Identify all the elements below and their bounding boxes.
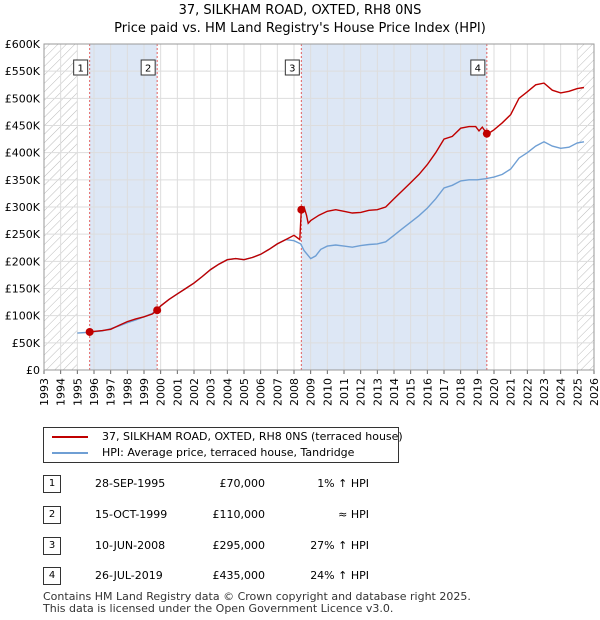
transaction-date: 15-OCT-1999 <box>95 508 168 521</box>
sale-marker-box <box>140 59 156 76</box>
x-tick-label: 2015 <box>405 378 418 406</box>
sale-point <box>85 327 94 336</box>
x-tick-label: 2012 <box>355 378 368 406</box>
y-tick-label: £250K <box>5 228 41 241</box>
sale-marker-label: 3 <box>289 64 295 75</box>
sale-marker-label: 2 <box>145 64 151 75</box>
legend-swatch-hpi <box>52 452 88 454</box>
transaction-date: 26-JUL-2019 <box>95 569 163 582</box>
x-tick-label: 2019 <box>471 378 484 406</box>
transaction-price: £435,000 <box>212 569 266 582</box>
x-tick-label: 2002 <box>188 378 201 406</box>
transaction-hpi: 27% ↑ HPI <box>310 539 369 552</box>
transaction-number: 4 <box>43 567 61 585</box>
x-tick-label: 1994 <box>55 378 68 406</box>
transaction-hpi: 24% ↑ HPI <box>310 569 369 582</box>
sale-marker-label: 1 <box>77 64 83 75</box>
x-tick-label: 2023 <box>538 378 551 406</box>
y-tick-label: £600K <box>5 38 41 51</box>
transaction-date: 10-JUN-2008 <box>95 539 166 552</box>
transaction-row: 1 28-SEP-1995 £70,000 1% ↑ HPI <box>43 474 443 494</box>
x-tick-label: 2025 <box>571 378 584 406</box>
chart-title: 37, SILKHAM ROAD, OXTED, RH8 0NS <box>178 3 422 18</box>
price-chart: 1 2 3 4 £0 £50K £100K £150K £200K £250K £300K £350… <box>5 38 600 406</box>
x-tick-label: 2011 <box>338 378 351 406</box>
y-tick-label: £500K <box>5 92 41 105</box>
legend-swatch-property <box>52 436 88 438</box>
sale-point <box>153 306 162 315</box>
x-tick-label: 2006 <box>255 378 268 406</box>
sale-marker-label: 4 <box>475 64 481 75</box>
x-tick-label: 2013 <box>371 378 384 406</box>
chart-subtitle: Price paid vs. HM Land Registry's House … <box>114 21 486 36</box>
x-tick-label: 2008 <box>288 378 301 406</box>
x-tick-label: 2007 <box>271 378 284 406</box>
y-tick-label: £100K <box>5 310 41 323</box>
x-tick-label: 2024 <box>555 378 568 406</box>
y-tick-label: £50K <box>12 337 41 350</box>
property-line <box>89 82 585 333</box>
x-tick-label: 2001 <box>171 378 184 406</box>
x-tick-label: 2000 <box>155 378 168 406</box>
sale-point <box>482 129 491 138</box>
y-tick-label: £450K <box>5 120 41 133</box>
y-tick-label: £350K <box>5 174 41 187</box>
y-tick-label: £400K <box>5 147 41 160</box>
x-tick-label: 1997 <box>105 378 118 406</box>
sale-marker-box <box>470 59 486 76</box>
footer-licence: This data is licensed under the Open Gov… <box>43 602 394 615</box>
transaction-row: 2 15-OCT-1999 £110,000 ≈ HPI <box>43 505 443 525</box>
x-tick-label: 2003 <box>205 378 218 406</box>
sale-marker-box <box>73 59 89 76</box>
transaction-price: £70,000 <box>219 477 266 490</box>
x-tick-label: 2009 <box>305 378 318 406</box>
transaction-price: £295,000 <box>212 539 266 552</box>
y-tick-label: £0 <box>26 364 40 377</box>
footer-copyright: Contains HM Land Registry data © Crown c… <box>43 590 471 603</box>
x-tick-label: 1998 <box>121 378 134 406</box>
sale-marker-box <box>284 59 300 76</box>
x-tick-label: 2014 <box>388 378 401 406</box>
x-tick-label: 1993 <box>38 378 51 406</box>
transaction-number: 2 <box>43 506 61 524</box>
x-tick-label: 2005 <box>238 378 251 406</box>
x-tick-label: 2004 <box>221 378 234 406</box>
legend: 37, SILKHAM ROAD, OXTED, RH8 0NS (terrac… <box>43 427 403 463</box>
transaction-price: £110,000 <box>212 508 266 521</box>
x-tick-label: 1995 <box>71 378 84 406</box>
transaction-row: 4 26-JUL-2019 £435,000 24% ↑ HPI <box>43 566 443 586</box>
plot-border <box>43 43 595 371</box>
x-tick-label: 2018 <box>455 378 468 406</box>
x-tick-label: 1999 <box>138 378 151 406</box>
x-tick-label: 2022 <box>521 378 534 406</box>
x-tick-label: 2026 <box>588 378 600 406</box>
transaction-number: 1 <box>43 475 61 493</box>
y-tick-label: £200K <box>5 255 41 268</box>
x-tick-label: 2021 <box>505 378 518 406</box>
legend-label-hpi: HPI: Average price, terraced house, Tand… <box>102 446 355 459</box>
x-tick-label: 2020 <box>488 378 501 406</box>
transaction-hpi: ≈ HPI <box>338 508 369 521</box>
x-tick-label: 1996 <box>88 378 101 406</box>
y-tick-label: £150K <box>5 283 41 296</box>
x-tick-label: 2017 <box>438 378 451 406</box>
y-tick-label: £550K <box>5 65 41 78</box>
x-tick-label: 2010 <box>321 378 334 406</box>
transaction-number: 3 <box>43 537 61 555</box>
transaction-hpi: 1% ↑ HPI <box>317 477 369 490</box>
transaction-date: 28-SEP-1995 <box>95 477 166 490</box>
legend-label-property: 37, SILKHAM ROAD, OXTED, RH8 0NS (terrac… <box>102 430 403 443</box>
y-tick-label: £300K <box>5 201 41 214</box>
sale-point <box>297 205 306 214</box>
transaction-row: 3 10-JUN-2008 £295,000 27% ↑ HPI <box>43 536 443 556</box>
x-tick-label: 2016 <box>421 378 434 406</box>
